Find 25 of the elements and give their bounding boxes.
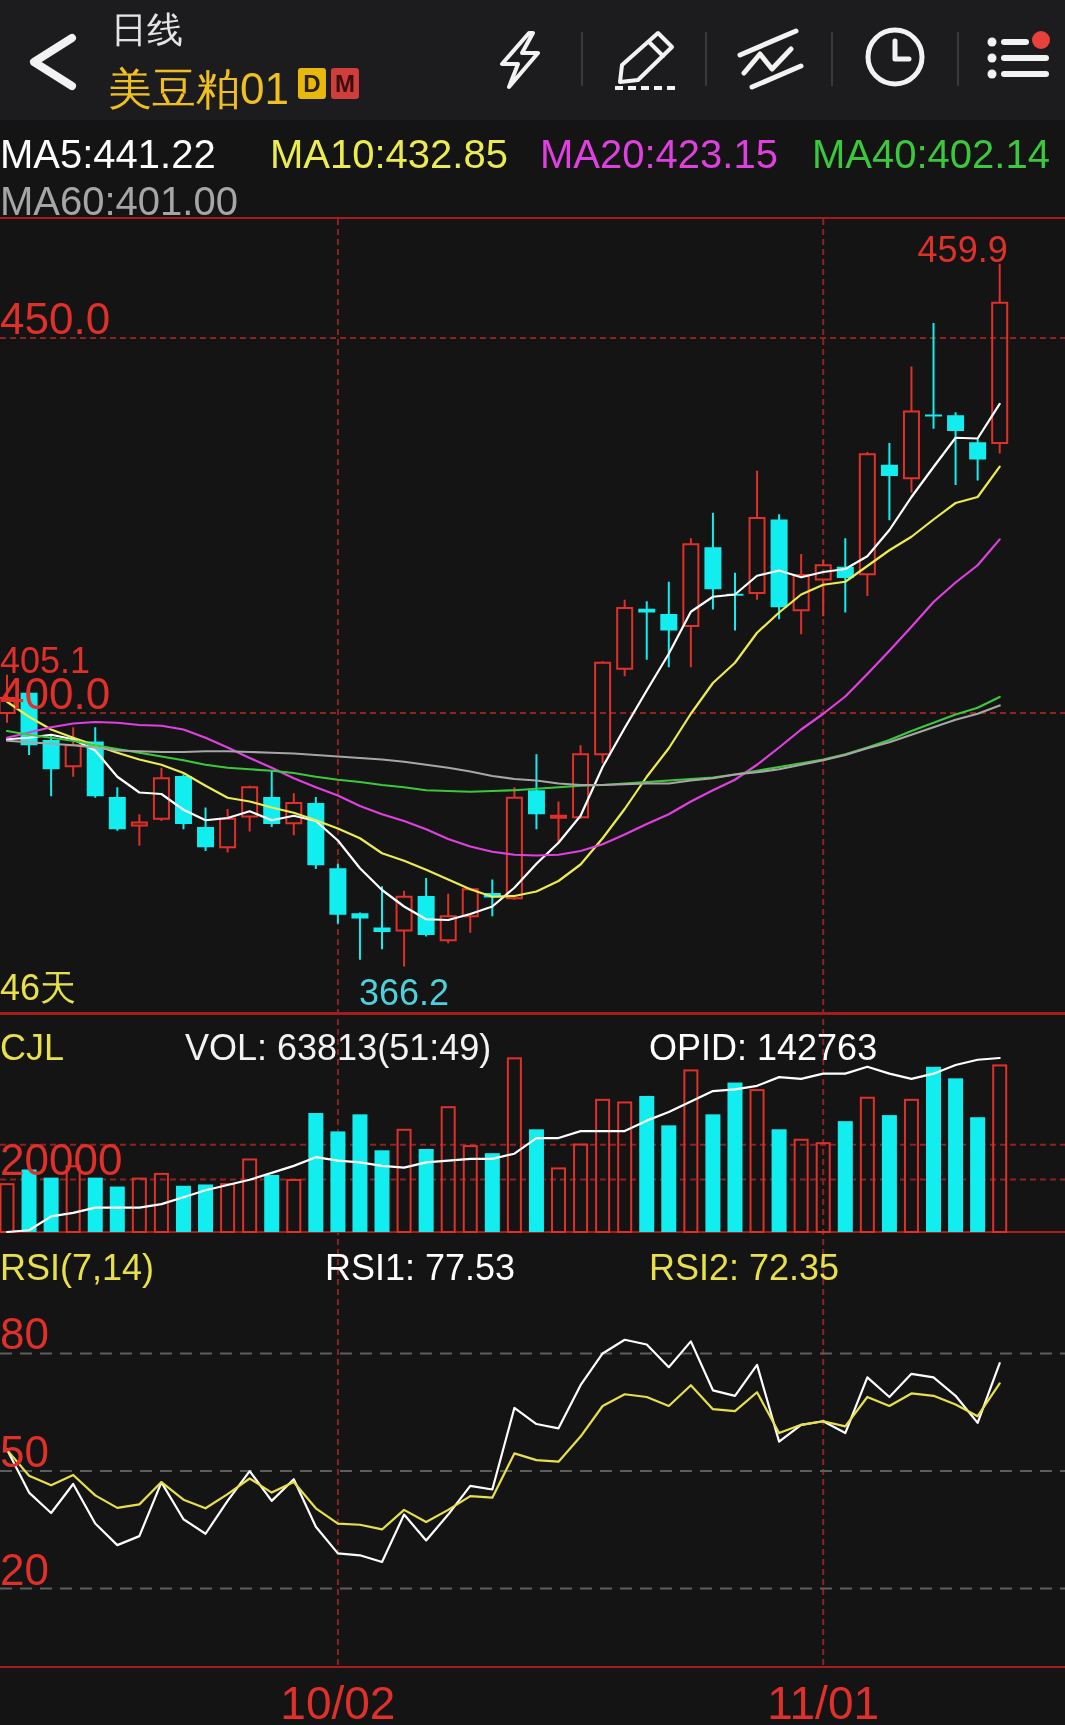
text: 日线 xyxy=(111,9,183,50)
text: MA20:423.15 xyxy=(540,132,778,176)
chart-title: RSI(7,14) xyxy=(0,1247,155,1288)
annotation: 46天 xyxy=(0,967,77,1008)
x-tick-label: 10/02 xyxy=(280,1677,396,1725)
text: MA10:432.85 xyxy=(270,132,508,176)
chart-title: CJL xyxy=(0,1027,65,1068)
y-tick-label: 450.0 xyxy=(0,294,111,343)
y-tick-label: 20000 xyxy=(0,1135,123,1185)
badge: D xyxy=(297,68,326,99)
text: 美豆粕01 xyxy=(108,64,289,113)
text: MA40:402.14 xyxy=(812,132,1050,176)
annotation: 459.9 xyxy=(917,228,1008,270)
annotation: 366.2 xyxy=(359,971,450,1013)
y-tick-label: 50 xyxy=(0,1427,49,1477)
text: MA60:401.00 xyxy=(0,179,238,223)
badge: M xyxy=(330,68,359,99)
x-tick-label: 11/01 xyxy=(767,1677,880,1725)
chart-subtitle: VOL: 63813(51:49) xyxy=(185,1027,492,1068)
text: RSI2: 72.35 xyxy=(649,1247,840,1288)
y-tick-label: 80 xyxy=(0,1309,49,1359)
text: RSI1: 77.53 xyxy=(325,1247,516,1288)
text: MA5:441.22 xyxy=(0,132,216,176)
series-label: OPID: 142763 xyxy=(649,1027,878,1068)
y-tick-label: 20 xyxy=(0,1544,49,1594)
